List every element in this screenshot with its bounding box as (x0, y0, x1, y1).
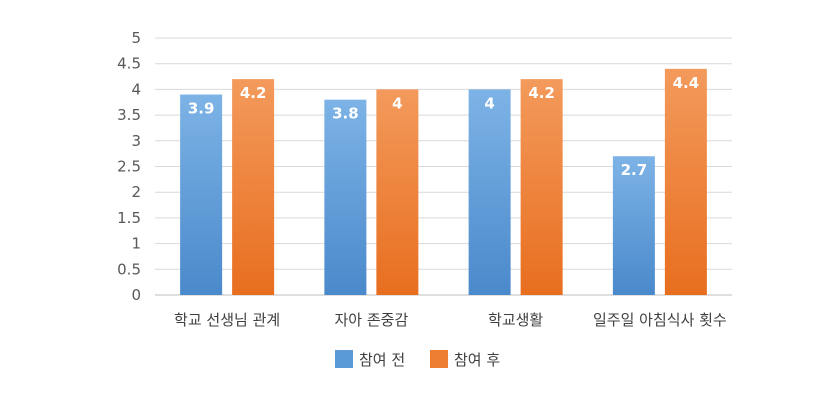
bar-after (376, 89, 419, 296)
y-tick-label: 4.5 (117, 55, 141, 73)
y-tick-label: 0 (131, 286, 141, 304)
x-axis-category-labels: 학교 선생님 관계 자아 존중감 학교생활 일주일 아침식사 횟수 (174, 311, 727, 329)
legend-label: 참여 후 (454, 351, 500, 369)
bars (180, 68, 707, 296)
data-label: 3.9 (188, 100, 215, 118)
bar-after (520, 79, 563, 296)
bar-before (180, 94, 223, 295)
y-axis-tick-labels: 0 0.5 1 1.5 2 2.5 3 3.5 4 4.5 5 (117, 29, 141, 304)
bar-before (324, 99, 367, 296)
bar-after (664, 68, 707, 295)
data-label: 4 (392, 94, 402, 112)
data-label: 4.4 (673, 74, 700, 92)
data-label: 4.2 (528, 84, 555, 102)
y-tick-label: 5 (131, 29, 141, 47)
y-tick-label: 4 (131, 80, 141, 98)
data-label: 2.7 (621, 161, 648, 179)
y-tick-label: 3 (131, 132, 141, 150)
data-label: 4 (484, 94, 494, 112)
bar-before (612, 156, 655, 295)
y-tick-label: 2.5 (117, 158, 141, 176)
data-label: 4.2 (240, 84, 267, 102)
y-tick-label: 2 (131, 183, 141, 201)
data-labels: 3.9 4.2 3.8 4 4 4.2 2.7 4.4 (188, 74, 699, 179)
category-label: 자아 존중감 (334, 311, 408, 329)
y-tick-label: 0.5 (117, 260, 141, 278)
legend-swatch (335, 350, 353, 368)
bar-after (232, 79, 275, 296)
y-tick-label: 3.5 (117, 106, 141, 124)
legend-label: 참여 전 (359, 351, 405, 369)
legend: 참여 전 참여 후 (335, 350, 500, 369)
legend-swatch (430, 350, 448, 368)
y-tick-label: 1 (131, 235, 141, 253)
category-label: 일주일 아침식사 횟수 (593, 311, 727, 329)
category-label: 학교 선생님 관계 (174, 311, 280, 329)
data-label: 3.8 (332, 105, 359, 123)
bar-before (468, 89, 511, 296)
y-tick-label: 1.5 (117, 209, 141, 227)
category-label: 학교생활 (488, 311, 543, 329)
